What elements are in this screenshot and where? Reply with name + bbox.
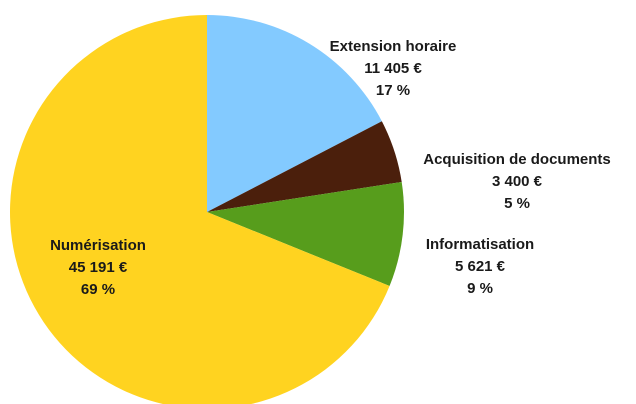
slice-percent: 17 % <box>376 82 410 99</box>
pie-slice <box>207 15 382 212</box>
slice-value: 11 405 € <box>364 60 422 77</box>
slice-percent: 5 % <box>504 195 530 212</box>
slice-label: Extension horaire <box>330 38 457 55</box>
pie-slice <box>207 181 405 287</box>
slice-value: 3 400 € <box>492 173 543 190</box>
slice-value: 45 191 € <box>69 259 128 276</box>
slice-label: Acquisition de documents <box>423 151 611 168</box>
slice-label: Informatisation <box>426 236 534 253</box>
slice-percent: 9 % <box>467 280 493 297</box>
slice-percent: 69 % <box>81 281 115 298</box>
pie-slice <box>207 121 402 212</box>
slice-label: Numérisation <box>50 237 146 254</box>
slice-value: 5 621 € <box>455 258 506 275</box>
pie-slice <box>10 15 390 404</box>
